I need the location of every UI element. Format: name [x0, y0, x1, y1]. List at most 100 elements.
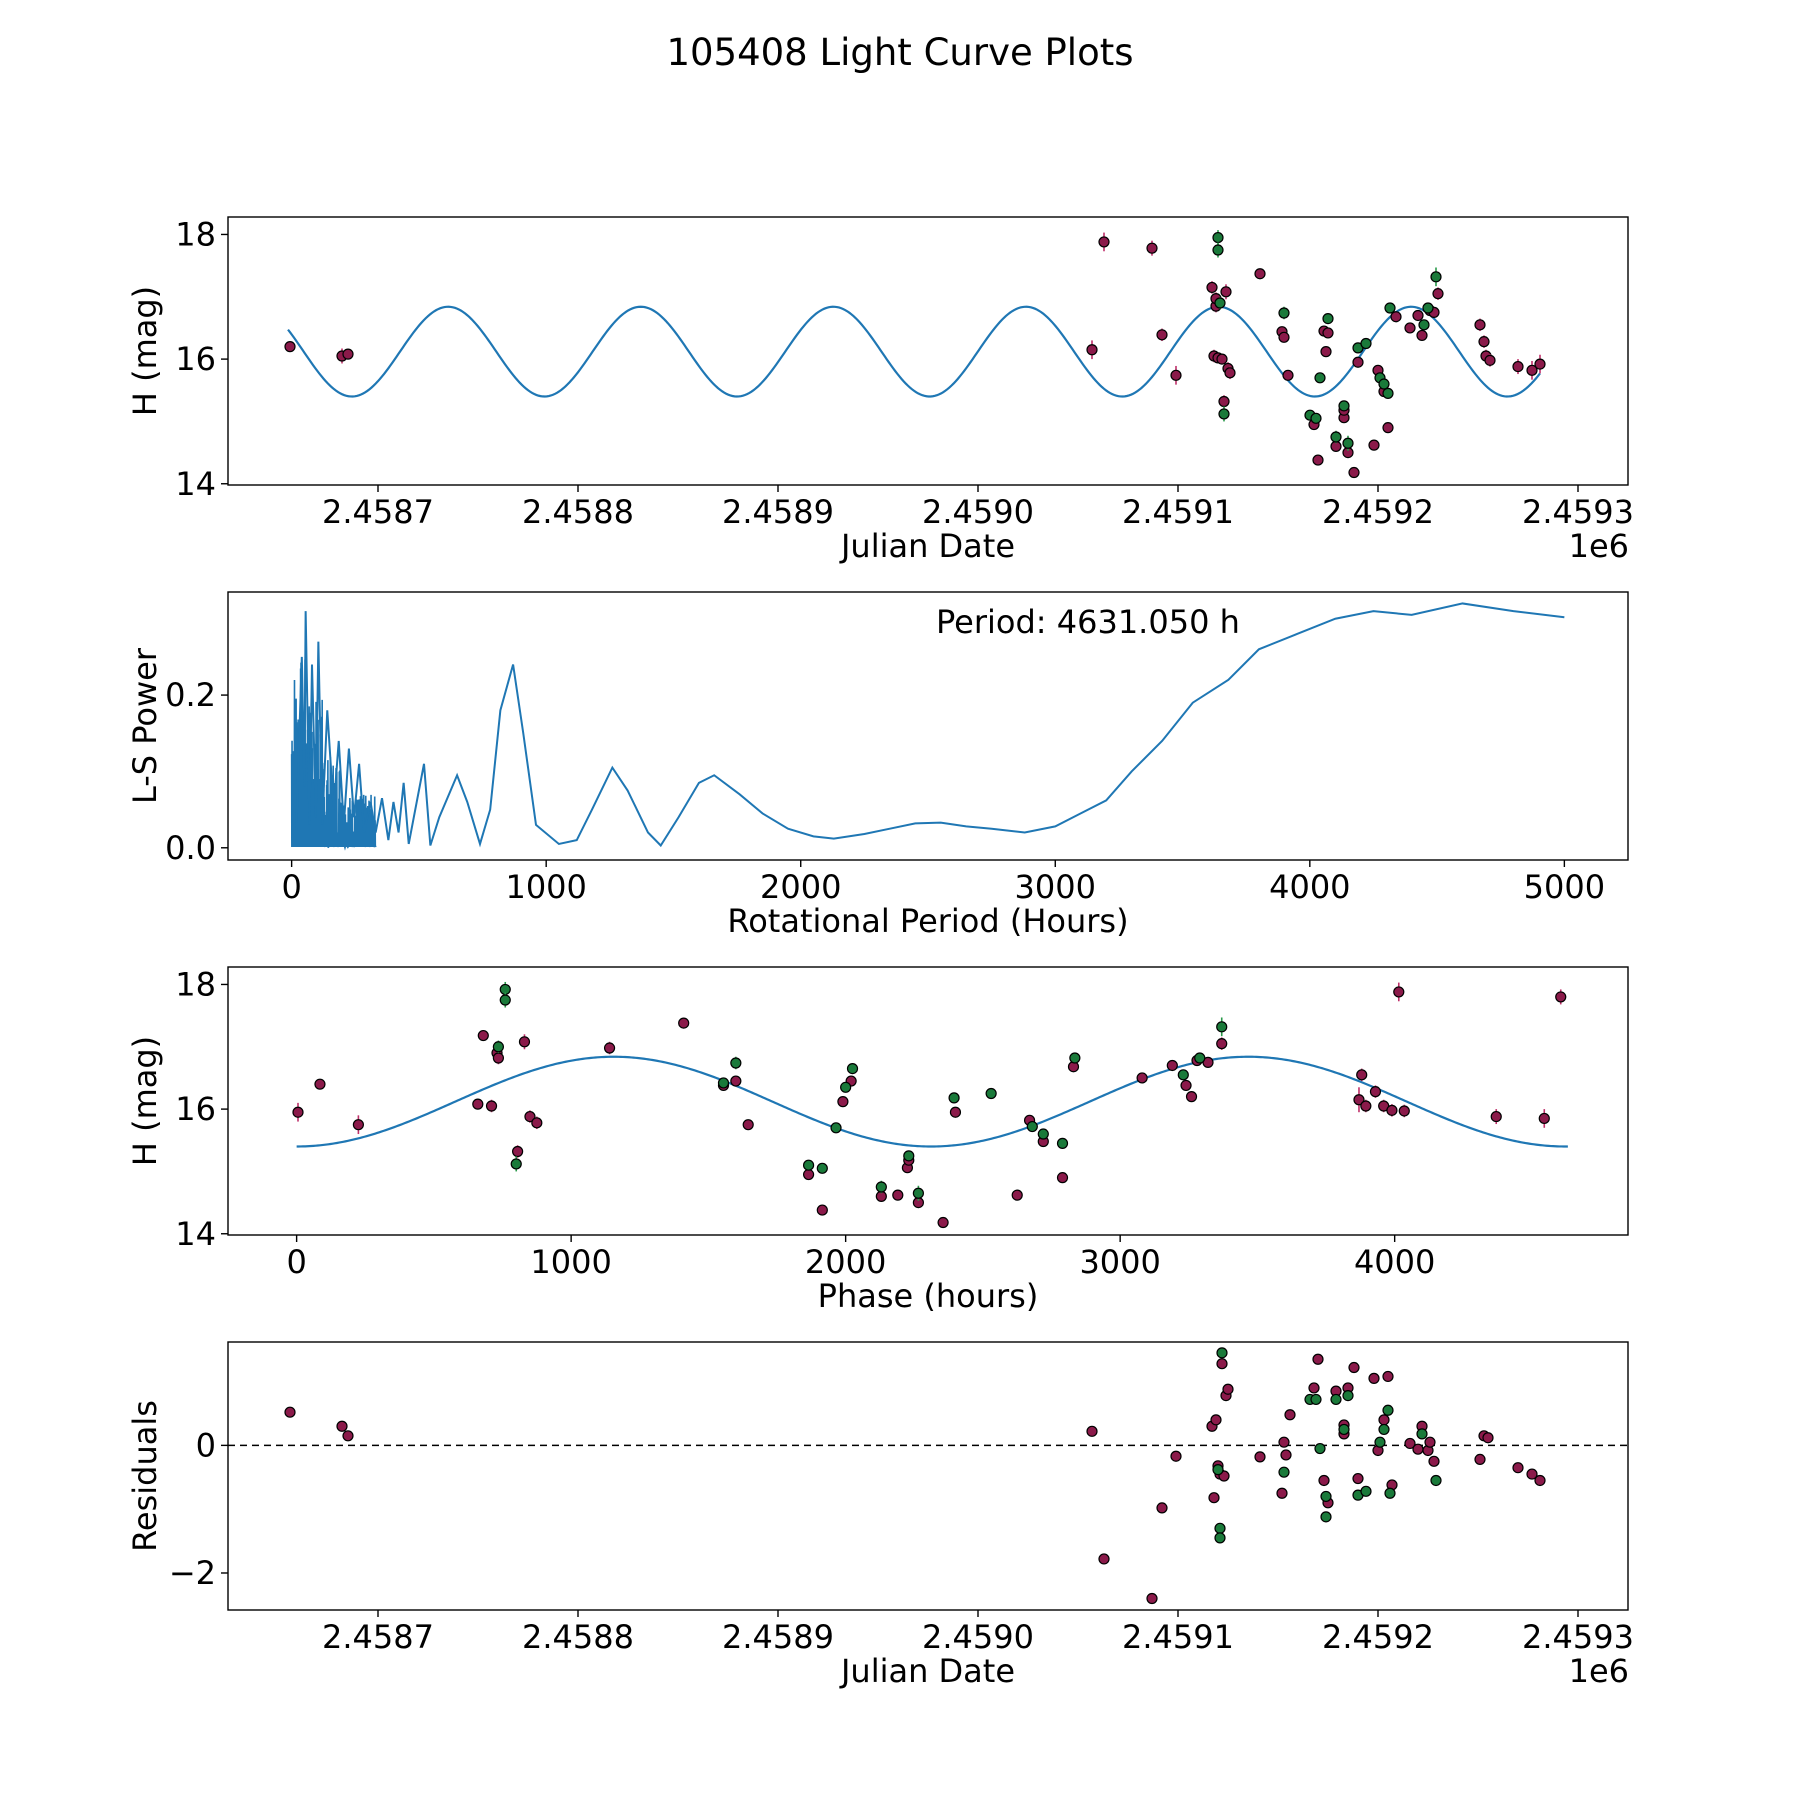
- data-point: [477, 1029, 489, 1042]
- data-point: [1342, 1389, 1354, 1402]
- data-point: [603, 1042, 616, 1054]
- data-point: [1412, 1443, 1424, 1455]
- data-point: [985, 1087, 997, 1100]
- x-tick-label: 2.4592: [1322, 493, 1434, 531]
- data-point: [1430, 1474, 1442, 1487]
- data-point: [1214, 297, 1226, 309]
- x-tick-label: 1000: [505, 868, 586, 906]
- x-axis-label: Phase (hours): [818, 1277, 1039, 1315]
- data-point: [903, 1150, 915, 1162]
- data-point: [846, 1062, 859, 1075]
- series-r: [284, 232, 1546, 479]
- data-point: [1308, 1382, 1320, 1394]
- data-point: [1278, 1436, 1290, 1448]
- y-tick-label: 0.0: [165, 829, 216, 867]
- data-point: [678, 1017, 690, 1029]
- data-point: [1220, 286, 1232, 298]
- periodogram-spikes: [290, 659, 377, 851]
- data-point: [1320, 346, 1332, 358]
- data-point: [1322, 327, 1334, 339]
- data-point: [284, 341, 296, 353]
- data-point: [1156, 1502, 1168, 1514]
- series-g: [1212, 1347, 1442, 1544]
- data-point: [1212, 231, 1224, 244]
- data-point: [472, 1098, 484, 1110]
- residuals-panel: 2.4587 2.4588 2.4589 2.4590 2.4591 2.4592 2.45…: [126, 1341, 1634, 1690]
- periodogram-plot-area: [290, 602, 1565, 851]
- data-point: [1478, 336, 1490, 348]
- data-point: [1278, 331, 1290, 343]
- axes-frame: [227, 1341, 1629, 1611]
- data-point: [1416, 1428, 1428, 1440]
- y-tick-label: −2: [169, 1554, 216, 1592]
- data-point: [1320, 1490, 1332, 1503]
- x-tick-label: 2000: [760, 868, 841, 906]
- data-point: [1206, 281, 1218, 294]
- data-point: [1526, 364, 1538, 376]
- x-tick-label: 0: [281, 868, 301, 906]
- data-point: [1212, 1464, 1224, 1476]
- data-point: [1360, 1100, 1372, 1112]
- data-point: [1037, 1128, 1049, 1140]
- data-point: [1382, 1370, 1394, 1383]
- data-point: [1322, 312, 1334, 325]
- data-point: [1210, 1414, 1222, 1426]
- data-point: [1330, 431, 1342, 443]
- x-offset-label: 1e6: [1569, 527, 1629, 565]
- data-point: [1314, 1442, 1326, 1455]
- data-point: [1212, 244, 1224, 256]
- y-axis-label: H (mag): [126, 1036, 164, 1166]
- data-point: [816, 1204, 828, 1216]
- data-point: [336, 1420, 348, 1432]
- data-point: [730, 1075, 742, 1087]
- data-point: [1280, 1449, 1292, 1461]
- series-r: [284, 1353, 1546, 1605]
- data-point: [1384, 302, 1396, 314]
- y-tick-label: 16: [175, 340, 216, 378]
- data-point: [1384, 1487, 1396, 1499]
- y-tick-label: 14: [175, 1215, 216, 1253]
- data-point: [1393, 986, 1405, 998]
- data-point: [314, 1078, 326, 1090]
- data-point: [1284, 1409, 1296, 1421]
- x-tick-label: 2.4589: [722, 493, 834, 531]
- data-point: [1356, 1069, 1368, 1081]
- data-point: [1166, 1059, 1178, 1072]
- data-point: [1353, 1094, 1365, 1106]
- data-point: [1424, 1436, 1436, 1448]
- data-point: [1208, 1492, 1220, 1504]
- data-point: [875, 1181, 887, 1193]
- data-point: [1056, 1137, 1069, 1149]
- x-tick-label: 2.4591: [1122, 493, 1234, 531]
- data-point: [510, 1158, 522, 1170]
- data-point: [1086, 344, 1098, 356]
- data-point: [1555, 991, 1567, 1003]
- data-point: [1378, 378, 1390, 390]
- y-tick-label: 0.2: [165, 676, 216, 714]
- axes-frame: [227, 216, 1629, 486]
- data-point: [717, 1077, 730, 1089]
- data-point: [742, 1119, 754, 1131]
- data-point: [1538, 1112, 1550, 1125]
- data-point: [949, 1106, 962, 1118]
- series-g: [492, 981, 1228, 1201]
- data-point: [1216, 1347, 1228, 1359]
- data-point: [1310, 412, 1322, 424]
- data-point: [1378, 1423, 1390, 1436]
- y-tick-label: 14: [175, 465, 216, 503]
- axes-frame: [227, 966, 1629, 1236]
- data-point: [1342, 437, 1354, 449]
- data-point: [1216, 1038, 1228, 1050]
- data-point: [912, 1187, 924, 1199]
- data-point: [1416, 329, 1428, 342]
- data-point: [1216, 1358, 1228, 1370]
- x-tick-label: 2.4591: [1122, 1618, 1234, 1656]
- data-point: [1146, 1592, 1158, 1605]
- data-point: [342, 348, 354, 360]
- data-point: [1428, 1455, 1440, 1467]
- data-point: [1136, 1072, 1148, 1084]
- x-offset-label: 1e6: [1569, 1652, 1629, 1690]
- data-point: [485, 1100, 498, 1112]
- data-point: [837, 1096, 849, 1108]
